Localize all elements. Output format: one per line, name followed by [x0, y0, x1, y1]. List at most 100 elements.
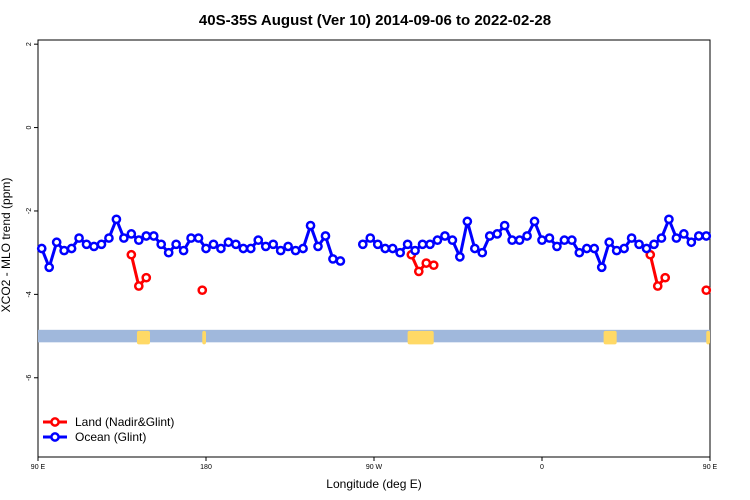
data-point — [701, 285, 712, 296]
data-point — [74, 233, 84, 243]
data-point — [328, 254, 338, 264]
legend-marker — [50, 432, 60, 442]
data-point — [148, 231, 159, 241]
land-ocean-band — [38, 329, 710, 345]
series-1 — [36, 214, 712, 273]
data-point — [596, 262, 607, 273]
data-point — [469, 243, 480, 254]
y-tick-label: -4 — [26, 291, 33, 297]
data-point — [634, 239, 644, 250]
data-point — [417, 239, 428, 250]
x-tick-label: 180 — [200, 464, 212, 471]
data-point — [432, 235, 443, 246]
data-point — [559, 235, 570, 246]
data-point — [126, 229, 137, 239]
data-point — [413, 266, 424, 277]
data-point — [335, 256, 346, 266]
data-point — [425, 239, 435, 250]
x-tick-label: 0 — [540, 464, 544, 471]
data-point — [701, 231, 712, 241]
data-point — [141, 231, 152, 241]
series-layer — [36, 214, 712, 296]
y-tick-label: 2 — [26, 42, 33, 46]
legend-label: Ocean (Glint) — [75, 430, 146, 444]
legend: Land (Nadir&Glint)Ocean (Glint) — [43, 415, 174, 444]
data-point — [178, 245, 189, 256]
data-point — [611, 245, 622, 256]
data-point — [283, 241, 293, 252]
data-point — [290, 245, 301, 256]
data-point — [581, 243, 592, 254]
data-point — [693, 231, 704, 241]
legend-label: Land (Nadir&Glint) — [75, 415, 174, 429]
y-tick-label: -6 — [26, 375, 33, 381]
data-point — [171, 239, 181, 250]
plot-area — [37, 39, 711, 458]
land-patch-3 — [603, 330, 617, 345]
data-point — [660, 272, 671, 283]
data-point — [656, 233, 667, 243]
data-point — [365, 233, 376, 243]
data-point — [552, 241, 562, 252]
land-patch-2 — [407, 330, 434, 345]
data-point — [484, 231, 495, 241]
data-point — [462, 216, 473, 227]
y-tick-label: -2 — [26, 208, 33, 214]
data-point — [197, 285, 208, 296]
data-point — [223, 237, 234, 248]
y-axis-label: XCO2 - MLO trend (ppm) — [0, 178, 13, 313]
data-point — [111, 214, 122, 225]
data-point — [216, 243, 226, 254]
data-point — [163, 247, 174, 258]
y-tick-label: 0 — [26, 126, 33, 130]
x-tick-label: 90 E — [31, 464, 46, 471]
data-point — [133, 235, 144, 246]
data-point — [253, 235, 264, 246]
data-point — [679, 229, 689, 239]
data-point — [402, 239, 413, 250]
data-point — [380, 243, 391, 254]
data-point — [522, 231, 532, 241]
legend-marker — [50, 417, 60, 427]
data-point — [567, 235, 577, 246]
data-point — [626, 233, 637, 243]
data-point — [141, 272, 152, 283]
land-patch-1 — [202, 330, 206, 345]
data-point — [686, 237, 697, 248]
data-point — [59, 245, 69, 256]
data-point — [421, 258, 432, 268]
data-point — [245, 243, 256, 254]
data-point — [589, 243, 600, 254]
data-point — [477, 247, 488, 258]
data-point — [81, 239, 92, 250]
data-point — [231, 239, 241, 250]
data-point — [96, 239, 107, 250]
data-point — [193, 233, 204, 243]
data-point — [507, 235, 517, 246]
series-0 — [126, 249, 712, 296]
data-point — [313, 241, 323, 252]
data-point — [44, 262, 55, 273]
data-point — [604, 237, 615, 248]
x-axis: 90 E 180 90 W 0 90 E — [31, 457, 718, 471]
data-point — [36, 243, 47, 254]
data-point — [664, 214, 674, 225]
data-point — [671, 233, 682, 243]
data-point — [320, 231, 331, 241]
data-point — [649, 239, 659, 250]
data-point — [652, 281, 663, 291]
data-point — [208, 239, 219, 250]
data-point — [387, 243, 398, 254]
data-point — [372, 239, 383, 250]
data-point — [440, 231, 450, 241]
data-point — [119, 233, 129, 243]
data-point — [537, 235, 547, 246]
data-point — [544, 233, 555, 243]
data-point — [260, 241, 271, 252]
data-point — [619, 243, 629, 254]
data-point — [641, 243, 652, 254]
data-point — [305, 220, 316, 231]
data-point — [104, 233, 114, 243]
